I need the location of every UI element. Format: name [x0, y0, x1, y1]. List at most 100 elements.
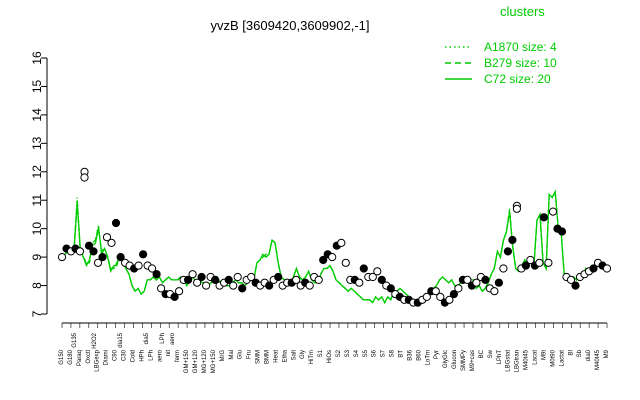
data-point — [481, 275, 490, 284]
x-tick-label: LPh — [148, 350, 154, 361]
data-point — [494, 278, 503, 287]
y-tick-label: 9 — [30, 253, 44, 260]
x-tick-label: GM+150 — [184, 349, 190, 373]
data-point — [152, 270, 161, 279]
x-tick-label: Oxctl — [86, 350, 92, 364]
y-tick-label: 7 — [30, 310, 44, 317]
x-tick-label-upper: H2O2 — [92, 332, 98, 348]
x-tick-label: B60 — [416, 349, 422, 360]
x-tick-label: LPhT — [497, 350, 503, 365]
x-tick-label: Etha — [282, 349, 288, 362]
x-tick-label: GlyGlc — [443, 350, 449, 368]
data-point — [463, 275, 472, 284]
data-point — [539, 213, 549, 222]
x-tick-label: S5 — [363, 349, 369, 357]
x-tick-label: Pyr — [434, 350, 440, 359]
data-point — [503, 247, 512, 256]
data-point — [57, 253, 67, 262]
x-tick-label: LBGstat — [506, 350, 512, 372]
x-tick-label: LBGtran — [515, 350, 521, 372]
x-tick-label: S3 — [345, 349, 351, 357]
x-tick-label: BT — [399, 350, 405, 358]
data-point — [341, 258, 350, 267]
x-tick-label: Glu — [238, 350, 244, 359]
data-point — [499, 264, 508, 273]
x-tick-label: Sb — [577, 349, 583, 357]
x-tick-label: Cold — [130, 350, 136, 362]
data-point — [436, 292, 445, 301]
x-tick-label: MG+120 — [202, 349, 208, 373]
data-point — [229, 281, 238, 290]
data-point — [373, 267, 382, 276]
data-point — [526, 255, 535, 265]
x-tick-label: C90 — [113, 349, 119, 361]
data-point — [508, 235, 517, 245]
x-tick-label: MG+150 — [211, 349, 217, 373]
x-tick-label: Fru — [247, 350, 253, 359]
y-tick-label: 11 — [30, 194, 44, 207]
x-tick-label-upper: dia5 — [144, 332, 150, 344]
x-tick-label: S8 — [390, 349, 396, 357]
x-tick-label: HiOs — [327, 350, 333, 363]
x-tick-label: Paraq — [77, 350, 83, 366]
data-point — [535, 258, 544, 267]
data-point — [377, 275, 386, 284]
data-point — [184, 275, 193, 284]
data-point — [224, 275, 233, 284]
data-point — [337, 238, 346, 247]
x-tick-label: G150 — [59, 349, 65, 364]
tick-labels: 7 8 9 10 11 12 13 14 15 16 G150 G180 Paraq Oxctl LBGex… — [30, 51, 610, 373]
data-point — [566, 275, 576, 284]
data-point — [386, 284, 395, 293]
x-tick-label: Gly — [300, 350, 306, 359]
data-point — [211, 275, 220, 284]
data-point — [238, 284, 247, 293]
data-point — [355, 278, 364, 287]
x-tick-label: M9 — [604, 349, 610, 358]
data-point — [233, 272, 242, 282]
x-tick-label: Salt — [291, 350, 297, 361]
data-point — [197, 272, 206, 282]
y-tick-label: 15 — [30, 79, 44, 93]
data-point — [521, 261, 531, 270]
x-tick-label: Mal — [229, 350, 235, 360]
data-point — [544, 258, 553, 267]
y-tick-label: 16 — [30, 51, 44, 65]
data-point — [111, 218, 121, 228]
data-point — [148, 264, 157, 273]
legend-label-b279: B279 size: 10 — [484, 56, 557, 70]
chart-axes — [41, 57, 608, 328]
data-point — [445, 295, 454, 304]
data-points — [57, 167, 612, 307]
y-tick-label: 14 — [30, 108, 44, 122]
data-point — [98, 253, 107, 262]
data-point — [548, 207, 558, 216]
x-tick-label: M0t90 — [550, 349, 556, 366]
data-point — [359, 264, 368, 273]
y-tick-label: 12 — [30, 165, 44, 179]
x-tick-label: aero — [157, 349, 163, 362]
data-point — [188, 270, 197, 279]
data-point — [170, 292, 179, 301]
x-tick-label: C30 — [122, 349, 128, 361]
data-point — [134, 261, 143, 270]
x-tick-label: ferm — [175, 350, 181, 362]
x-tick-label: BC — [479, 349, 485, 358]
x-tick-label-upper: dia15 — [118, 332, 124, 347]
series-lines — [61, 189, 608, 304]
data-point — [102, 233, 112, 242]
x-tick-label: Diami — [104, 350, 110, 365]
x-tick-label: Heat — [273, 350, 279, 363]
data-point — [472, 278, 481, 287]
data-point — [314, 275, 323, 284]
x-tick-label-upper: LPh — [160, 333, 166, 344]
x-tick-label: BI — [568, 350, 574, 356]
x-tick-label: M9+cas — [470, 350, 476, 371]
x-tick-label: M/G — [220, 350, 226, 362]
data-point — [292, 275, 301, 284]
data-point — [602, 264, 612, 273]
y-tick-label: 10 — [30, 222, 44, 236]
data-point — [175, 287, 184, 296]
x-tick-label: B36 — [407, 349, 413, 360]
